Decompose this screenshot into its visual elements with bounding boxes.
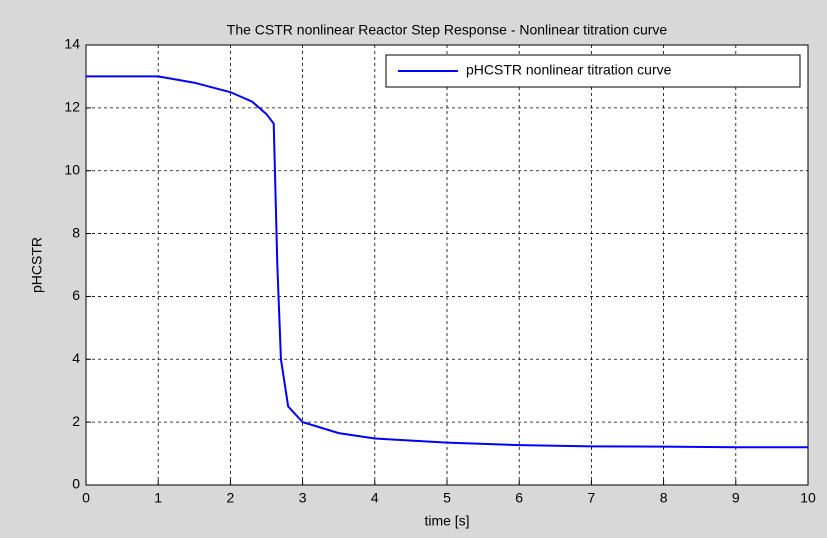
x-tick-label: 5	[443, 490, 451, 506]
y-tick-label: 8	[72, 224, 80, 240]
x-tick-label: 8	[660, 490, 668, 506]
x-tick-label: 0	[82, 490, 90, 506]
y-tick-label: 0	[72, 476, 80, 492]
y-tick-label: 4	[72, 350, 80, 366]
y-tick-label: 10	[64, 161, 80, 177]
y-axis-label: pHCSTR	[29, 237, 45, 293]
x-axis-label: time [s]	[424, 513, 469, 529]
axes-box	[85, 44, 809, 486]
x-tick-label: 9	[732, 490, 740, 506]
x-tick-label: 10	[800, 490, 816, 506]
chart-title: The CSTR nonlinear Reactor Step Response…	[227, 22, 668, 38]
x-tick-label: 3	[299, 490, 307, 506]
y-tick-label: 12	[64, 99, 80, 115]
y-tick-label: 2	[72, 413, 80, 429]
x-tick-label: 2	[227, 490, 235, 506]
x-tick-label: 1	[154, 490, 162, 506]
y-tick-label: 6	[72, 287, 80, 303]
legend-label: pHCSTR nonlinear titration curve	[466, 62, 672, 78]
y-tick-label: 14	[64, 36, 80, 52]
x-tick-label: 4	[371, 490, 379, 506]
data-line	[86, 75, 808, 449]
x-tick-label: 6	[515, 490, 523, 506]
x-tick-label: 7	[588, 490, 596, 506]
